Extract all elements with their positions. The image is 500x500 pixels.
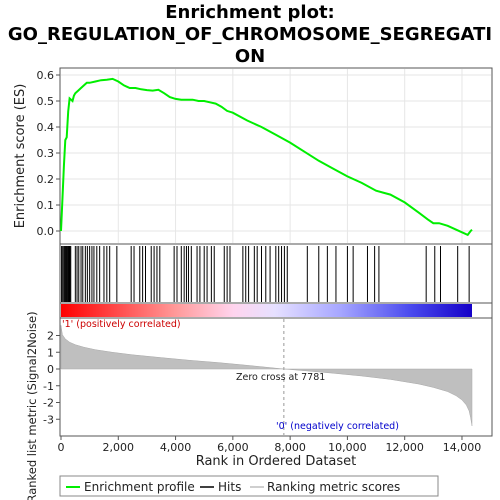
legend-box bbox=[59, 475, 439, 497]
metric-tick-label: -3 bbox=[43, 413, 54, 426]
title-line-1: Enrichment plot: bbox=[165, 2, 335, 23]
x-tick-label: 14,000 bbox=[443, 441, 482, 454]
hit-marks bbox=[61, 246, 470, 302]
es-tick-label: 0.1 bbox=[37, 199, 55, 212]
x-tick-label: 4,000 bbox=[160, 441, 192, 454]
x-tick-label: 8,000 bbox=[274, 441, 306, 454]
es-gridlines bbox=[61, 69, 491, 243]
es-panel-frame bbox=[59, 67, 493, 245]
x-tick-label: 6,000 bbox=[217, 441, 249, 454]
metric-y-ticks: 2 1 0 -1 -2 -3 bbox=[43, 330, 60, 426]
x-axis-label: Rank in Ordered Dataset bbox=[196, 454, 357, 469]
es-tick-label: 0.6 bbox=[37, 69, 55, 82]
metric-tick-label: 2 bbox=[47, 330, 54, 343]
metric-y-axis-label: Ranked list metric (Signal2Noise) bbox=[25, 311, 39, 500]
metric-tick-label: -1 bbox=[43, 380, 54, 393]
title-line-2: GO_REGULATION_OF_CHROMOSOME_SEGREGATI bbox=[7, 24, 493, 45]
es-tick-label: 0.5 bbox=[37, 95, 55, 108]
enrichment-profile-line bbox=[60, 77, 473, 237]
x-tick-label: 0 bbox=[58, 441, 65, 454]
es-tick-label: 0.0 bbox=[37, 225, 55, 238]
metric-tick-label: -2 bbox=[43, 397, 54, 410]
rank-color-gradient bbox=[61, 304, 472, 317]
es-tick-label: 0.3 bbox=[37, 147, 55, 160]
es-tick-label: 0.2 bbox=[37, 173, 55, 186]
es-tick-label: 0.4 bbox=[37, 121, 55, 134]
x-tick-label: 12,000 bbox=[385, 441, 424, 454]
title-line-3: ON bbox=[234, 46, 266, 67]
legend-enrichment-label: Enrichment profile bbox=[84, 480, 195, 494]
zero-cross-label: Zero cross at 7781 bbox=[236, 372, 325, 383]
x-tick-label: 10,000 bbox=[328, 441, 367, 454]
x-axis-ticks: 0 2,000 4,000 6,000 8,000 10,000 12,000 14,000 bbox=[58, 436, 482, 454]
legend-metric-label: Ranking metric scores bbox=[267, 480, 400, 494]
es-y-axis-label: Enrichment score (ES) bbox=[13, 84, 28, 229]
negative-correlated-label: '0' (negatively correlated) bbox=[276, 421, 399, 432]
es-y-ticks: 0.0 0.1 0.2 0.3 0.4 0.5 0.6 bbox=[37, 69, 60, 238]
legend-hits-label: Hits bbox=[218, 480, 241, 494]
x-tick-label: 2,000 bbox=[103, 441, 135, 454]
positive-correlated-label: '1' (positively correlated) bbox=[62, 319, 181, 330]
chart-title: Enrichment plot: GO_REGULATION_OF_CHROMO… bbox=[0, 2, 500, 68]
metric-tick-label: 1 bbox=[47, 346, 54, 359]
metric-tick-label: 0 bbox=[47, 363, 54, 376]
